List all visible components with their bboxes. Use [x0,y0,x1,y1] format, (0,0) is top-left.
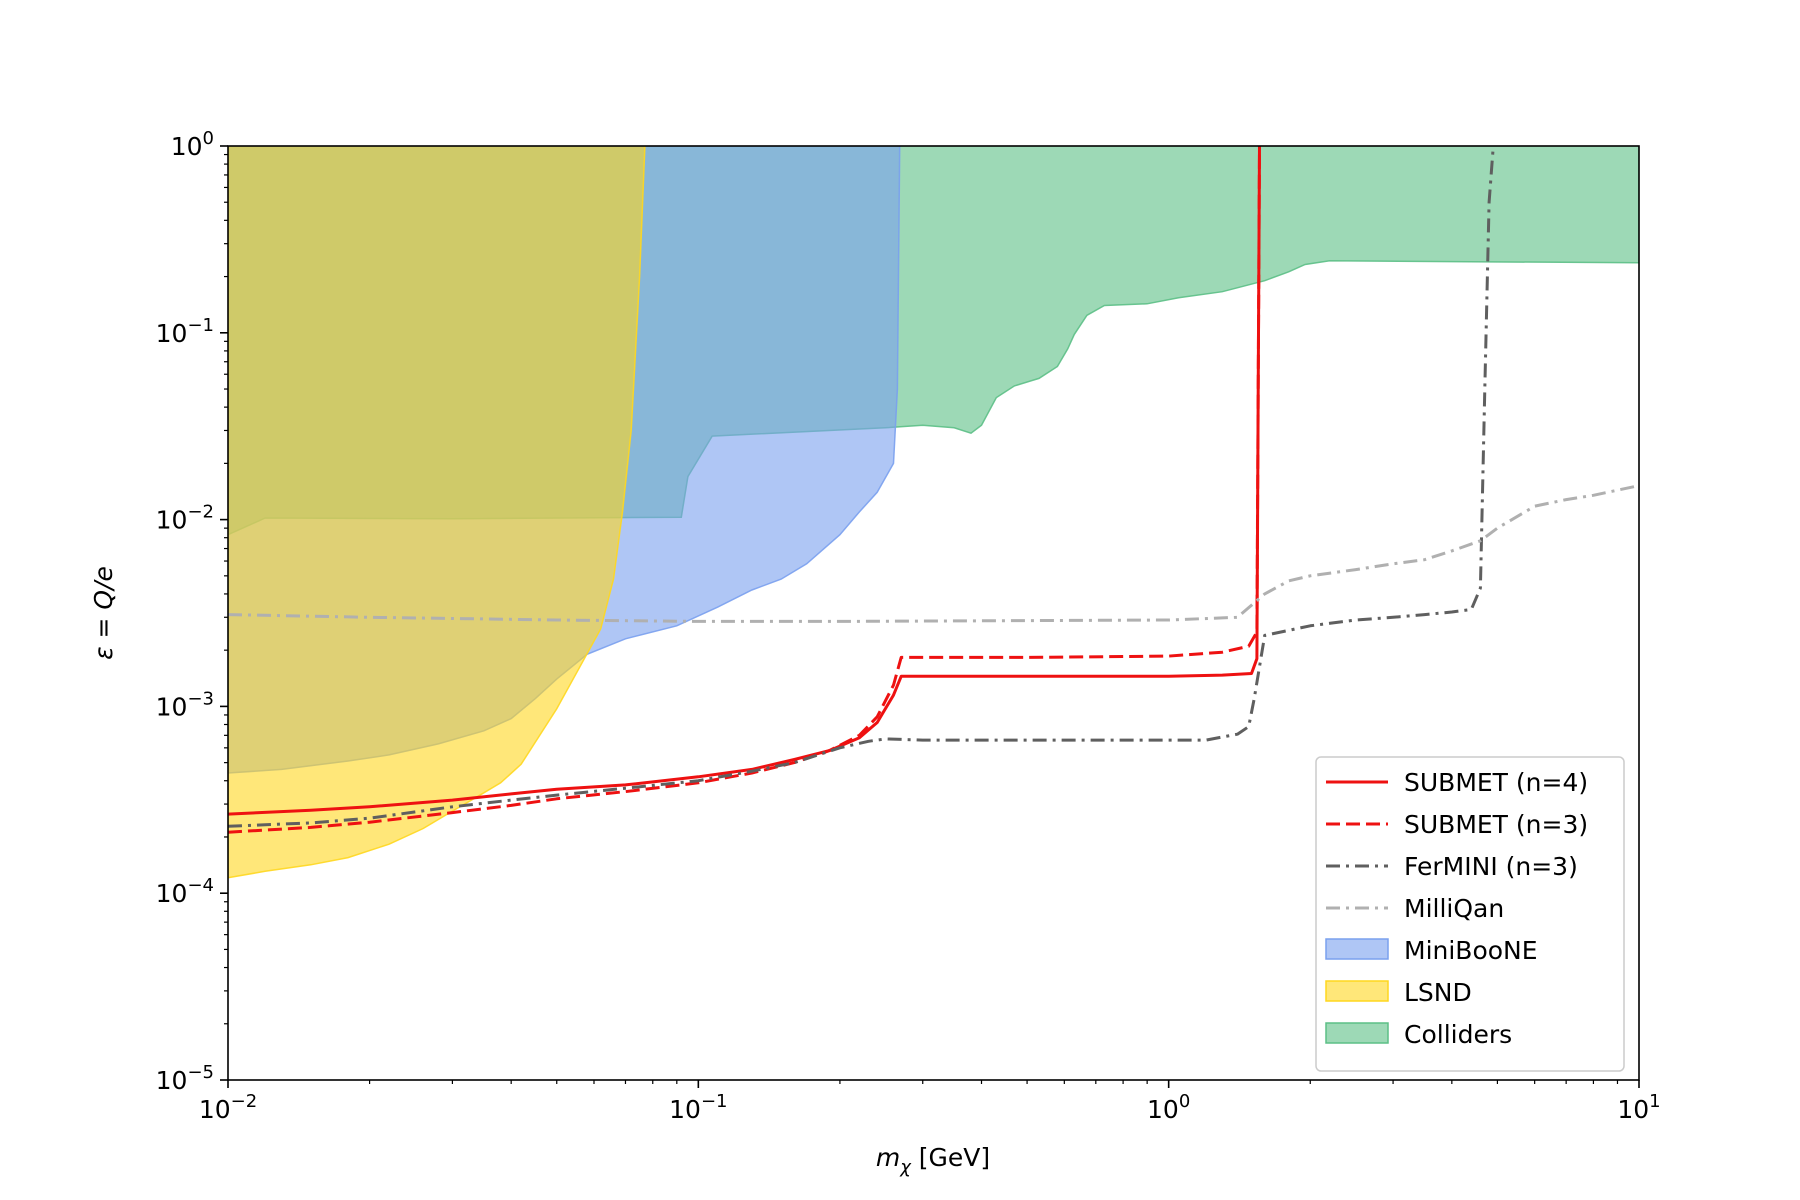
region-lsnd [228,146,646,879]
legend-label: SUBMET (n=4) [1404,768,1588,797]
sensitivity-curves [228,146,1639,834]
axis-ticks [220,145,1640,1088]
x-tick-label-exponent: 1 [1649,1091,1660,1112]
plot-frame [227,145,1640,1081]
legend-item-milliqan: MilliQan [1326,894,1504,923]
legend-swatch [1325,1022,1389,1044]
y-tick-label-exponent: −5 [187,1062,214,1083]
legend-item-miniboone: MiniBooNE [1325,936,1538,965]
series-fermini-n-3 [228,146,1495,828]
legend-label: MiniBooNE [1404,936,1538,965]
y-tick-label: 100 [171,128,214,161]
y-tick-label-exponent: −2 [187,502,214,523]
x-axis-label: mχ [GeV] [876,1143,990,1178]
y-tick-label: 10−1 [156,315,214,348]
y-tick-label-exponent: 0 [203,128,214,149]
y-tick-label: 10−4 [156,875,214,908]
legend-label: Colliders [1404,1020,1512,1049]
y-tick-label-base: 10 [171,132,203,161]
legend-swatch [1325,938,1389,960]
x-tick-label: 10−2 [199,1091,257,1124]
x-tick-label-exponent: 0 [1179,1091,1190,1112]
legend-item-submet-n-4: SUBMET (n=4) [1326,768,1588,797]
x-tick-label-base: 10 [669,1095,701,1124]
exclusion-regions [228,146,1639,879]
y-tick-label: 10−3 [156,688,214,721]
y-tick-label-exponent: −3 [187,688,214,709]
legend-label: FerMINI (n=3) [1404,852,1578,881]
y-tick-label-base: 10 [156,879,188,908]
x-tick-label: 10−1 [669,1091,727,1124]
legend-swatch [1325,980,1389,1002]
y-tick-label-base: 10 [156,1066,188,1095]
x-tick-label-base: 10 [199,1095,231,1124]
legend-item-fermini-n-3: FerMINI (n=3) [1326,852,1578,881]
y-tick-label: 10−2 [156,502,214,535]
legend-item-lsnd: LSND [1325,978,1472,1007]
x-axis-label-sub: χ [899,1157,912,1178]
y-tick-label-base: 10 [156,319,188,348]
x-tick-label-exponent: −2 [231,1091,258,1112]
legend-label: SUBMET (n=3) [1404,810,1588,839]
x-tick-label-base: 10 [1147,1095,1179,1124]
series-milliqan [228,484,1639,623]
legend-item-submet-n-3: SUBMET (n=3) [1326,810,1588,839]
legend-box [1315,756,1625,1072]
x-tick-label-base: 10 [1617,1095,1649,1124]
y-tick-label-base: 10 [156,692,188,721]
legend-label: LSND [1404,978,1472,1007]
legend-item-colliders: Colliders [1325,1020,1512,1049]
x-tick-label: 100 [1147,1091,1190,1124]
x-tick-label: 101 [1617,1091,1660,1124]
y-tick-label-exponent: −1 [187,315,214,336]
legend: SUBMET (n=4) SUBMET (n=3) FerMINI (n=3) Mil… [1315,756,1625,1072]
y-tick-label-exponent: −4 [187,875,214,896]
y-tick-label: 10−5 [156,1062,214,1095]
x-axis-label-main: m [876,1143,900,1172]
x-tick-label-exponent: −1 [701,1091,728,1112]
legend-label: MilliQan [1404,894,1504,923]
y-tick-label-base: 10 [156,506,188,535]
series-submet-n-3 [228,146,1261,834]
x-axis-label-unit: [GeV] [911,1143,990,1172]
y-axis-label: ε = Q/e [89,566,118,660]
series-submet-n-4 [228,146,1261,816]
